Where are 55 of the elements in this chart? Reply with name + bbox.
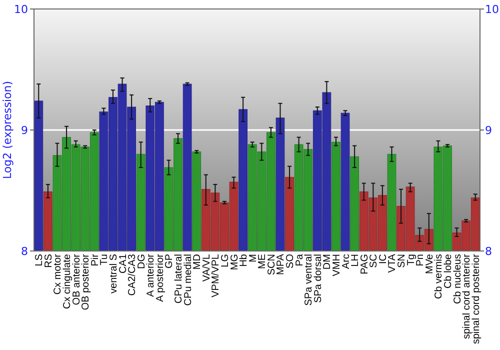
x-tick-label: SPa dorsal	[312, 254, 324, 303]
x-tick-label: DM	[322, 254, 334, 270]
x-tick-label: Arc	[340, 254, 352, 269]
x-tick-label: LS	[34, 254, 46, 266]
x-tick-label: MPA	[276, 254, 287, 275]
x-tick-label: ventral S	[108, 254, 120, 294]
y-tick-label: 10	[14, 2, 28, 16]
x-tick-label: SN	[396, 254, 408, 268]
x-tick-label: OB posterior	[80, 253, 92, 310]
x-tick-label: VTA	[387, 254, 398, 273]
x-tick-label: GP	[164, 254, 176, 268]
x-tick-label: CPu medial	[182, 254, 194, 306]
x-tick-label: A anterior	[146, 253, 157, 297]
x-tick-label: Cx cingulate	[62, 254, 74, 310]
x-tick-label: SPa ventral	[304, 254, 315, 306]
x-tick-label: spinal cord posterior	[470, 253, 482, 344]
y-tick-label: 8	[21, 244, 28, 258]
x-tick-label: VMH	[331, 254, 342, 276]
x-tick-label: RS	[43, 254, 54, 268]
x-tick-label: LH	[350, 254, 362, 267]
x-tick-label: DG	[136, 254, 148, 269]
x-tick-label: CA2/CA3	[127, 254, 138, 296]
x-tick-label: Cb vermis	[434, 254, 445, 300]
x-tick-label: LG	[220, 254, 231, 268]
x-tick-label: MVe	[424, 254, 436, 274]
y-tick-label: 9	[21, 124, 28, 137]
y2-tick-label: 10	[485, 2, 499, 16]
y-axis-title: Log2 (expression)	[1, 80, 14, 180]
x-tick-label: M	[248, 254, 259, 262]
x-tick-label: Cx motor	[52, 253, 64, 295]
x-tick-label: Tg	[406, 254, 417, 266]
x-tick-label: MD	[192, 254, 204, 270]
x-tick-label: IC	[378, 254, 389, 264]
y2-tick-label: 9	[485, 124, 492, 137]
x-tick-label: Hb	[238, 254, 250, 267]
x-tick-label: CPu lateral	[174, 254, 185, 304]
x-tick-label: MG	[229, 254, 240, 270]
x-tick-label: PAG	[359, 254, 370, 274]
x-tick-label: VA/VL	[201, 254, 212, 282]
x-tick-label: Cb lobe	[442, 254, 454, 288]
x-tick-label: ME	[257, 254, 268, 269]
x-tick-label: Tu	[99, 254, 110, 266]
x-tick-label: SC	[368, 254, 380, 268]
x-tick-label: SO	[285, 254, 296, 268]
x-tick-label: OB anterior	[71, 253, 82, 306]
x-tick-label: Pn	[415, 254, 426, 266]
x-tick-label: spinal cord anterior	[462, 253, 473, 340]
x-tick-label: VPM/VPL	[210, 254, 222, 298]
x-tick-label: SCN	[266, 254, 278, 276]
x-tick-label: Pa	[294, 254, 306, 266]
x-tick-label: Pir	[90, 253, 101, 266]
y2-tick-label: 8	[485, 244, 492, 258]
x-tick-label: A posterior	[154, 253, 166, 302]
x-tick-label: CA1	[118, 254, 129, 274]
x-tick-label: Cb nucleus	[452, 254, 464, 304]
